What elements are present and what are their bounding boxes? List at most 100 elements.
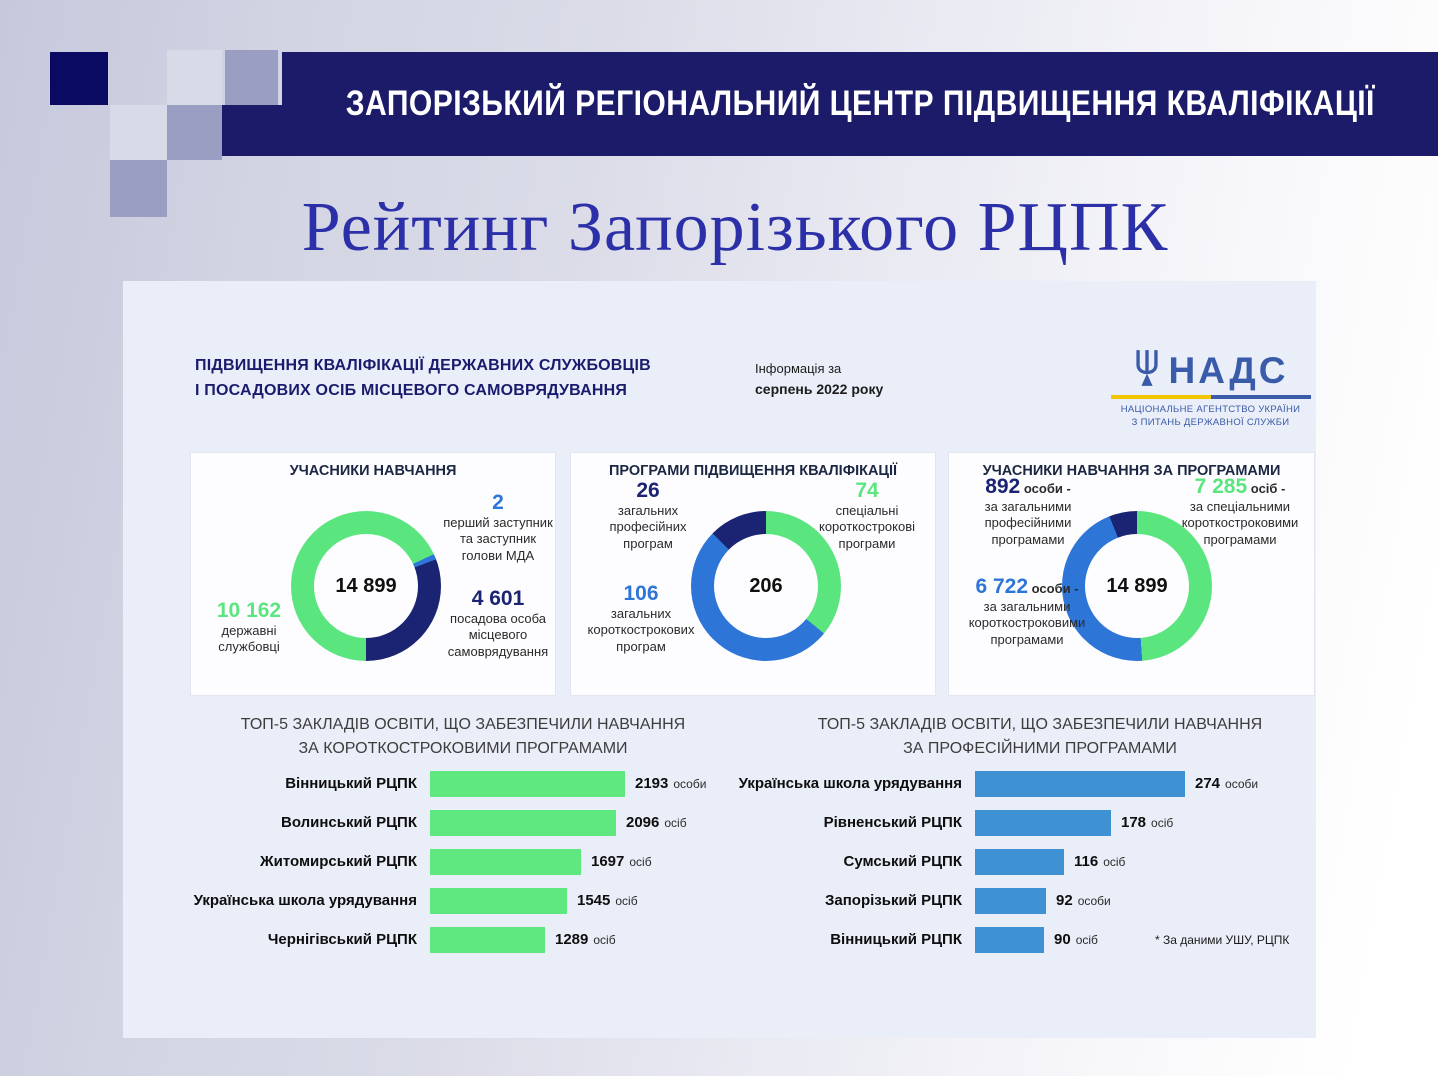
bar-row: Чернігівський РЦПК 1289 осіб [190, 920, 706, 959]
bar-label: Вінницький РЦПК [830, 931, 962, 948]
bar-value: 1545 [577, 892, 611, 909]
donut-card-participants: УЧАСНИКИ НАВЧАННЯ 14 899 10 162 державні… [190, 452, 556, 696]
bar-unit: осіб [1103, 854, 1126, 869]
infographic-heading: ПІДВИЩЕННЯ КВАЛІФІКАЦІЇ ДЕРЖАВНИХ СЛУЖБО… [195, 353, 651, 403]
donut-hole: 14 899 [314, 534, 418, 638]
slice-label-deputies: 2 перший заступник та заступник голови МДА [441, 492, 555, 564]
slice-label-special-short: 74 спеціальні короткострокові програми [803, 480, 931, 552]
bar-label: Волинський РЦПК [280, 814, 417, 831]
bar-unit: осіб [1075, 932, 1098, 947]
mosaic-square [225, 50, 278, 105]
bar [430, 887, 567, 914]
slice-suffix: особи - [1023, 481, 1071, 496]
bar-label: Українська школа урядування [193, 892, 417, 909]
bar-label: Чернігівський РЦПК [267, 931, 417, 948]
donut-chart-participants-by-programs: 14 899 [1062, 511, 1212, 661]
donut-chart-programs: 206 [691, 511, 841, 661]
slice-caption: загальних професійних програм [609, 502, 687, 551]
slice-value: 74 [855, 479, 879, 502]
slice-caption: за спеціальними короткостроковими програма… [1181, 498, 1299, 547]
bar [975, 887, 1046, 914]
bar [975, 848, 1064, 875]
bar-label: Вінницький РЦПК [285, 775, 417, 792]
slice-value: 4 601 [471, 587, 525, 610]
bar [430, 848, 581, 875]
bar-unit: осіб [629, 854, 652, 869]
info-date-label: Інформація за [755, 361, 842, 376]
donut-chart-participants: 14 899 [291, 511, 441, 661]
bar-unit: особи [1077, 893, 1111, 908]
slice-label-local-officials: 4 601 посадова особа місцевого самоврядува… [439, 588, 557, 660]
mosaic-square [167, 50, 222, 105]
bar-label: Житомирський РЦПК [260, 853, 417, 870]
bar-value: 2193 [635, 775, 669, 792]
bar-value: 92 [1056, 892, 1073, 909]
bar-label: Запорізький РЦПК [825, 892, 962, 909]
bar-chart-professional-programs: Українська школа урядування 274 особи Рівне… [735, 764, 1258, 959]
bar-row: Вінницький РЦПК 2193 особи [190, 764, 706, 803]
nads-logo: НАДС НАЦІОНАЛЬНЕ АГЕНТСТВО УКРАЇНИ З ПИТА… [1098, 349, 1323, 429]
slice-label-general-professional: 26 загальних професійних програм [589, 480, 707, 552]
heading-line-2: І ПОСАДОВИХ ОСІБ МІСЦЕВОГО САМОВРЯДУВАНН… [195, 382, 628, 399]
bar-value: 116 [1074, 853, 1099, 870]
slice-caption: за загальними професійними програмами [984, 498, 1072, 547]
bar-row: Запорізький РЦПК 92 особи [735, 881, 1258, 920]
bar-value: 274 [1195, 775, 1221, 792]
banner-title: ЗАПОРІЗЬКИЙ РЕГІОНАЛЬНИЙ ЦЕНТР ПІДВИЩЕНН… [345, 84, 1375, 123]
bar-value: 90 [1054, 931, 1071, 948]
bar-unit: осіб [1151, 815, 1174, 830]
slice-caption: спеціальні короткострокові програми [818, 502, 916, 551]
bar-row: Волинський РЦПК 2096 осіб [190, 803, 706, 842]
bar-row: Українська школа урядування 274 особи [735, 764, 1258, 803]
slice-label-general-short-participants: 6 722 особи - за загальними короткостроко… [951, 576, 1103, 648]
bar-label: Рівненський РЦПК [823, 814, 962, 831]
bar [430, 926, 545, 953]
slice-caption: державні службовці [218, 622, 280, 655]
slice-value: 7 285 [1194, 475, 1248, 498]
heading-line-1: ПІДВИЩЕННЯ КВАЛІФІКАЦІЇ ДЕРЖАВНИХ СЛУЖБО… [195, 357, 651, 374]
slice-label-general-short: 106 загальних короткострокових програм [576, 583, 706, 655]
slice-label-civil-servants: 10 162 державні службовці [199, 600, 299, 656]
slice-caption: перший заступник та заступник голови МДА [443, 514, 553, 563]
slice-value: 892 [985, 475, 1021, 498]
bar-value: 1289 [555, 931, 589, 948]
mosaic-square [110, 160, 167, 217]
slice-caption: за загальними короткостроковими програмами [968, 598, 1086, 647]
card-title: УЧАСНИКИ НАВЧАННЯ ЗА ПРОГРАМАМИ [982, 463, 1281, 479]
bar-row: Вінницький РЦПК 90 осіб [735, 920, 1258, 959]
bar-unit: осіб [593, 932, 616, 947]
bar-label: Українська школа урядування [738, 775, 962, 792]
mosaic-square [50, 52, 108, 105]
bar-row: Рівненський РЦПК 178 осіб [735, 803, 1258, 842]
bar-value: 178 [1121, 814, 1147, 831]
slice-label-special-short-participants: 7 285 осіб - за спеціальними короткострок… [1167, 476, 1313, 548]
slice-suffix: особи - [1031, 581, 1079, 596]
slice-caption: посадова особа місцевого самоврядування [447, 610, 549, 659]
slice-value: 2 [492, 491, 504, 514]
slice-value: 6 722 [975, 575, 1029, 598]
slice-suffix: осіб - [1250, 481, 1286, 496]
bar-unit: осіб [664, 815, 687, 830]
slice-value: 106 [623, 582, 659, 605]
bar [975, 770, 1185, 797]
bar [975, 926, 1044, 953]
slide-title: Рейтинг Запорізького РЦПК [301, 189, 1169, 266]
bar-value: 1697 [591, 853, 625, 870]
slice-label-general-professional-participants: 892 особи - за загальними професійними про… [954, 476, 1102, 548]
slice-value: 10 162 [216, 599, 282, 622]
donut-center-value: 14 899 [335, 574, 397, 597]
slice-caption: загальних короткострокових програм [587, 605, 695, 654]
card-title: ПРОГРАМИ ПІДВИЩЕННЯ КВАЛІФІКАЦІЇ [608, 463, 898, 479]
donut-center-value: 206 [749, 574, 783, 597]
bar-row: Сумський РЦПК 116 осіб [735, 842, 1258, 881]
bar-row: Житомирський РЦПК 1697 осіб [190, 842, 706, 881]
donut-hole: 14 899 [1085, 534, 1189, 638]
donut-card-participants-by-programs: УЧАСНИКИ НАВЧАННЯ ЗА ПРОГРАМАМИ 14 899 8… [948, 452, 1315, 696]
logo-caption: НАЦІОНАЛЬНЕ АГЕНТСТВО УКРАЇНИ З ПИТАНЬ ДЕ… [1120, 404, 1301, 428]
infographic-panel: ПІДВИЩЕННЯ КВАЛІФІКАЦІЇ ДЕРЖАВНИХ СЛУЖБО… [123, 281, 1316, 1038]
footnote: * За даними УШУ, РЦПК [1155, 933, 1290, 947]
slice-value: 26 [636, 479, 660, 502]
donut-hole: 206 [714, 534, 818, 638]
bar-chart-title-short-programs: ТОП-5 ЗАКЛАДІВ ОСВІТИ, ЩО ЗАБЕЗПЕЧИЛИ НА… [240, 716, 686, 757]
